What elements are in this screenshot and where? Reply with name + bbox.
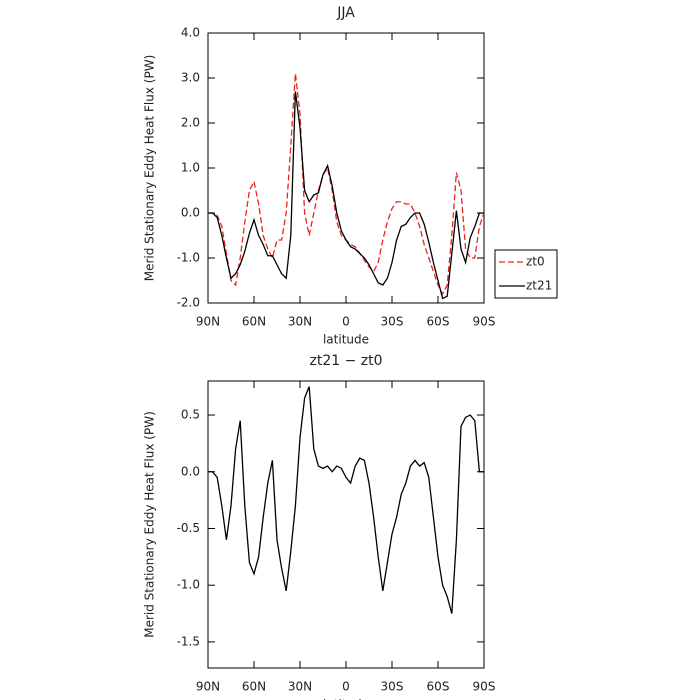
y-tick-label: -1.0 [177,578,200,592]
x-tick-label: 30S [381,315,404,329]
legend-label: zt0 [526,255,545,269]
y-tick-label: -1.5 [177,634,200,648]
x-tick-label: 90N [196,680,220,694]
chart-title: JJA [336,5,355,21]
y-tick-label: 0.0 [181,464,200,478]
y-tick-label: 3.0 [181,71,200,85]
x-tick-label: 90S [473,680,496,694]
y-tick-label: 0.0 [181,206,200,220]
x-tick-label: 30N [288,680,312,694]
y-tick-label: 2.0 [181,116,200,130]
x-tick-label: 0 [342,315,350,329]
y-tick-label: -2.0 [177,296,200,310]
y-tick-label: -0.5 [177,521,200,535]
y-axis-label: Merid Stationary Eddy Heat Flux (PW) [143,411,157,638]
x-tick-label: 90S [473,315,496,329]
chart-title: zt21 − zt0 [309,353,382,369]
legend-box [494,249,558,299]
x-tick-label: 60S [427,680,450,694]
x-tick-label: 30N [288,315,312,329]
x-tick-label: 60N [242,680,266,694]
x-tick-label: 60N [242,315,266,329]
series-line [208,73,484,296]
plot-frame [207,380,485,669]
plot-frame [207,32,485,304]
y-tick-label: 0.5 [181,408,200,422]
series-line [208,91,484,300]
y-tick-label: 1.0 [181,161,200,175]
y-axis-label: Merid Stationary Eddy Heat Flux (PW) [143,55,157,282]
x-axis-label: latitude [323,333,369,347]
x-tick-label: 30S [381,680,404,694]
x-axis-label: latitude [323,698,369,700]
y-tick-label: -1.0 [177,251,200,265]
legend-label: zt21 [526,279,552,293]
x-tick-label: 60S [427,315,450,329]
y-tick-label: 4.0 [181,26,200,40]
x-tick-label: 90N [196,315,220,329]
x-tick-label: 0 [342,680,350,694]
series-line [208,386,484,614]
